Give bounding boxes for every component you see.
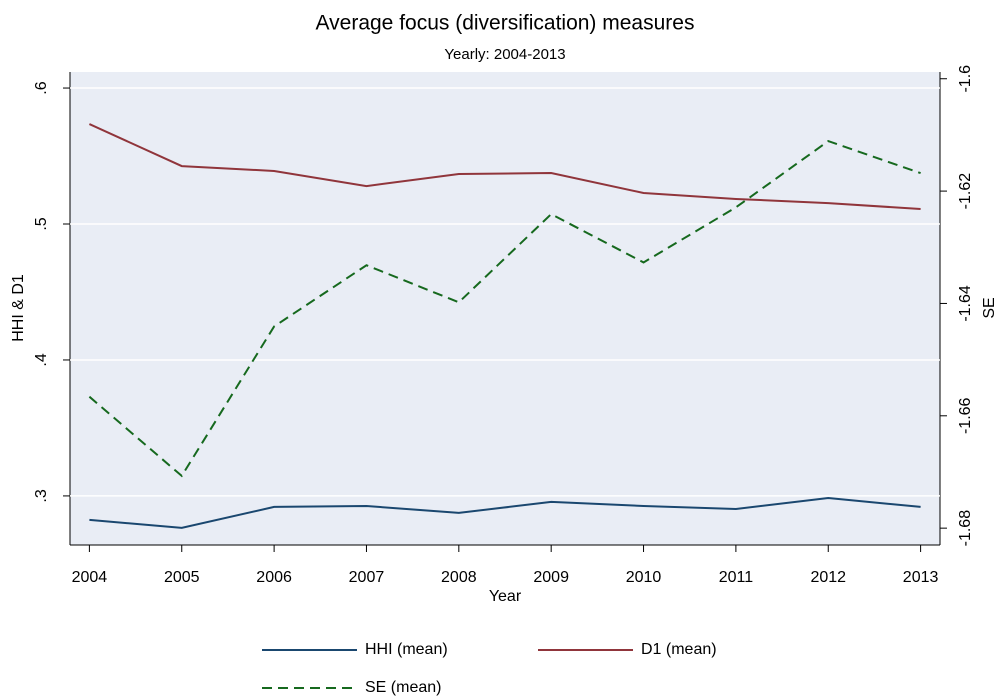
legend-label: SE (mean) [365, 679, 441, 696]
legend-label: D1 (mean) [641, 641, 717, 658]
series-line [89, 496, 921, 529]
y-tick-label: .4 [33, 353, 50, 366]
y2-tick-label: -1.64 [957, 285, 974, 322]
x-tick-label: 2008 [441, 569, 477, 586]
y2-tick-label: -1.6 [957, 65, 974, 93]
x-tick-label: 2013 [903, 569, 939, 586]
plot-area [70, 72, 940, 545]
x-tick-label: 2009 [533, 569, 569, 586]
y2-tick-label: -1.68 [957, 510, 974, 547]
y2-axis-label: SE [981, 297, 998, 318]
legend-label: HHI (mean) [365, 641, 448, 658]
x-axis-label: Year [489, 588, 522, 605]
chart-subtitle: Yearly: 2004-2013 [444, 46, 565, 63]
x-tick-label: 2006 [256, 569, 292, 586]
series-line [88, 123, 921, 211]
x-tick-label: 2005 [164, 569, 200, 586]
x-tick-label: 2004 [72, 569, 108, 586]
y-axis-label: HHI & D1 [10, 274, 27, 342]
y-tick-label: .6 [33, 81, 50, 94]
x-tick-label: 2011 [719, 569, 754, 586]
series-line [88, 139, 921, 478]
y2-tick-label: -1.66 [957, 397, 974, 434]
x-tick-label: 2007 [349, 569, 385, 586]
chart-title: Average focus (diversification) measures [316, 12, 695, 35]
y-tick-label: .5 [33, 217, 50, 230]
x-tick-label: 2010 [626, 569, 662, 586]
y-tick-label: .3 [33, 489, 50, 502]
y2-tick-label: -1.62 [957, 173, 974, 210]
x-tick-label: 2012 [810, 569, 846, 586]
